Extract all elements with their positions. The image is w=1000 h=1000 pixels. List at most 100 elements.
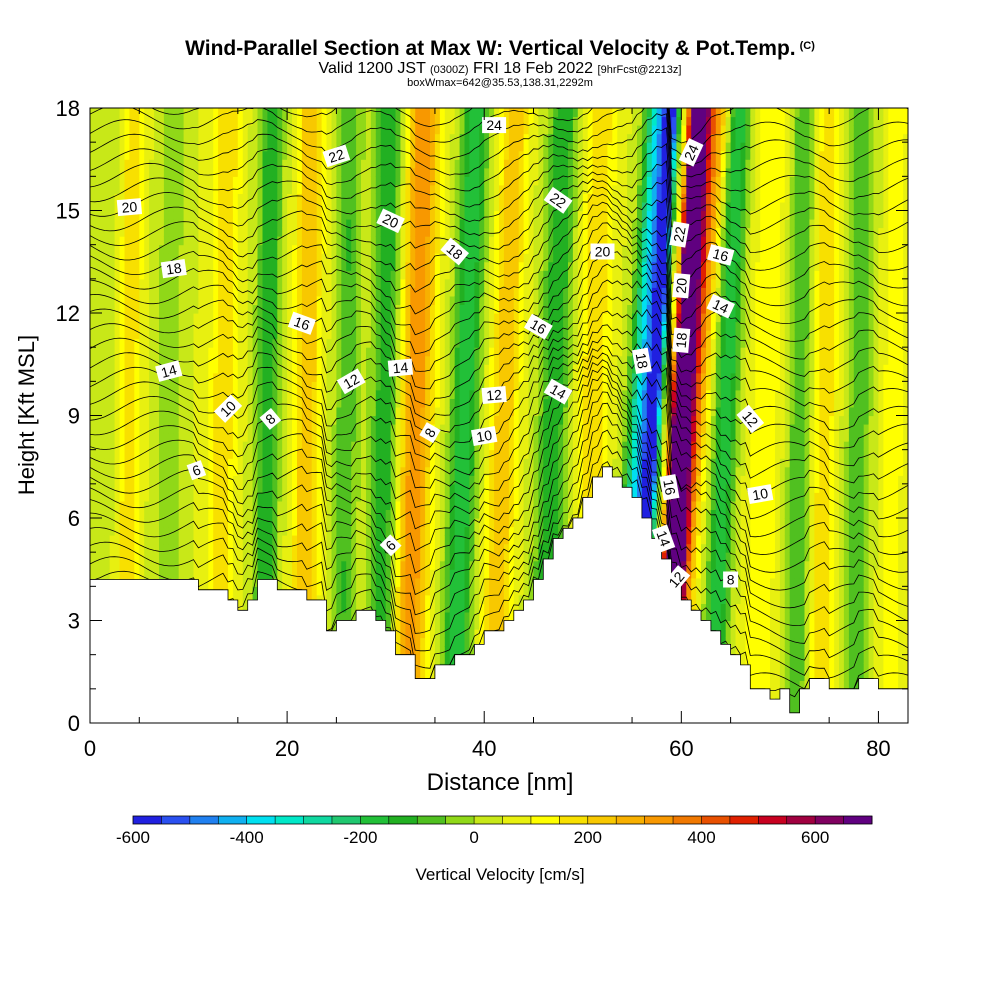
velocity-cell (208, 202, 214, 212)
velocity-cell (306, 355, 313, 365)
velocity-cell (326, 244, 332, 254)
velocity-cell (400, 347, 406, 357)
velocity-cell (168, 492, 175, 502)
velocity-cell (366, 560, 372, 570)
velocity-cell (183, 142, 190, 152)
velocity-cell (380, 150, 387, 160)
velocity-cell (316, 466, 323, 476)
velocity-cell (218, 355, 224, 365)
velocity-cell (405, 253, 411, 263)
velocity-cell (90, 407, 96, 417)
velocity-cell (287, 407, 293, 417)
velocity-cell (183, 330, 190, 340)
velocity-cell (297, 552, 303, 562)
velocity-cell (331, 535, 337, 545)
velocity-cell (346, 509, 352, 519)
velocity-cell (385, 202, 392, 212)
velocity-cell (232, 415, 239, 425)
velocity-cell (361, 270, 367, 280)
velocity-cell (247, 560, 254, 570)
velocity-cell (262, 295, 268, 305)
velocity-cell (252, 142, 259, 152)
velocity-cell (173, 116, 180, 126)
velocity-cell (405, 142, 411, 152)
velocity-cell (292, 492, 298, 502)
velocity-cell (366, 236, 372, 246)
velocity-cell (400, 586, 406, 596)
velocity-cell (154, 219, 160, 229)
velocity-cell (415, 415, 421, 425)
velocity-cell (183, 236, 190, 246)
velocity-cell (247, 176, 254, 186)
velocity-cell (306, 449, 313, 459)
velocity-cell (395, 167, 401, 177)
velocity-cell (99, 321, 106, 331)
velocity-cell (356, 509, 362, 519)
velocity-cell (213, 492, 219, 502)
velocity-cell (420, 202, 426, 212)
velocity-cell (178, 338, 185, 348)
velocity-cell (114, 159, 121, 169)
velocity-cell (326, 364, 332, 374)
velocity-cell (149, 330, 155, 340)
velocity-cell (104, 466, 111, 476)
velocity-cell (272, 535, 278, 545)
velocity-cell (351, 227, 357, 237)
velocity-cell (272, 518, 278, 528)
velocity-cell (178, 526, 185, 536)
velocity-cell (297, 381, 303, 391)
velocity-cell (208, 338, 214, 348)
velocity-cell (370, 261, 377, 271)
velocity-cell (237, 193, 244, 203)
velocity-cell (370, 244, 377, 254)
velocity-cell (370, 210, 377, 220)
velocity-cell (395, 586, 401, 596)
velocity-cell (119, 466, 126, 476)
velocity-cell (415, 142, 421, 152)
velocity-cell (144, 116, 150, 126)
velocity-cell (114, 304, 121, 314)
velocity-cell (326, 398, 332, 408)
velocity-cell (370, 441, 377, 451)
velocity-cell (149, 236, 155, 246)
velocity-cell (149, 116, 155, 126)
velocity-cell (90, 253, 96, 263)
velocity-cell (94, 210, 101, 220)
velocity-cell (282, 133, 288, 143)
velocity-cell (223, 321, 229, 331)
velocity-cell (375, 142, 382, 152)
velocity-cell (287, 193, 293, 203)
velocity-cell (425, 552, 431, 562)
velocity-cell (301, 193, 308, 203)
velocity-cell (351, 253, 357, 263)
velocity-cell (361, 594, 367, 604)
velocity-cell (425, 116, 431, 126)
velocity-cell (370, 355, 377, 365)
velocity-cell (262, 287, 268, 297)
velocity-cell (124, 219, 130, 229)
velocity-cell (301, 569, 308, 579)
velocity-cell (203, 500, 209, 510)
velocity-cell (144, 321, 150, 331)
velocity-cell (410, 398, 416, 408)
velocity-cell (232, 475, 239, 485)
velocity-cell (109, 304, 116, 314)
velocity-cell (301, 441, 308, 451)
velocity-cell (193, 278, 199, 288)
velocity-cell (297, 253, 303, 263)
velocity-cell (193, 398, 199, 408)
velocity-cell (139, 236, 145, 246)
velocity-cell (178, 295, 185, 305)
velocity-cell (341, 278, 347, 288)
velocity-cell (228, 133, 234, 143)
velocity-cell (321, 475, 328, 485)
velocity-cell (415, 338, 421, 348)
velocity-cell (282, 330, 288, 340)
velocity-cell (242, 253, 249, 263)
velocity-cell (346, 210, 352, 220)
velocity-cell (149, 466, 155, 476)
velocity-cell (144, 424, 150, 434)
velocity-cell (262, 278, 268, 288)
velocity-cell (410, 603, 416, 613)
velocity-cell (326, 261, 332, 271)
